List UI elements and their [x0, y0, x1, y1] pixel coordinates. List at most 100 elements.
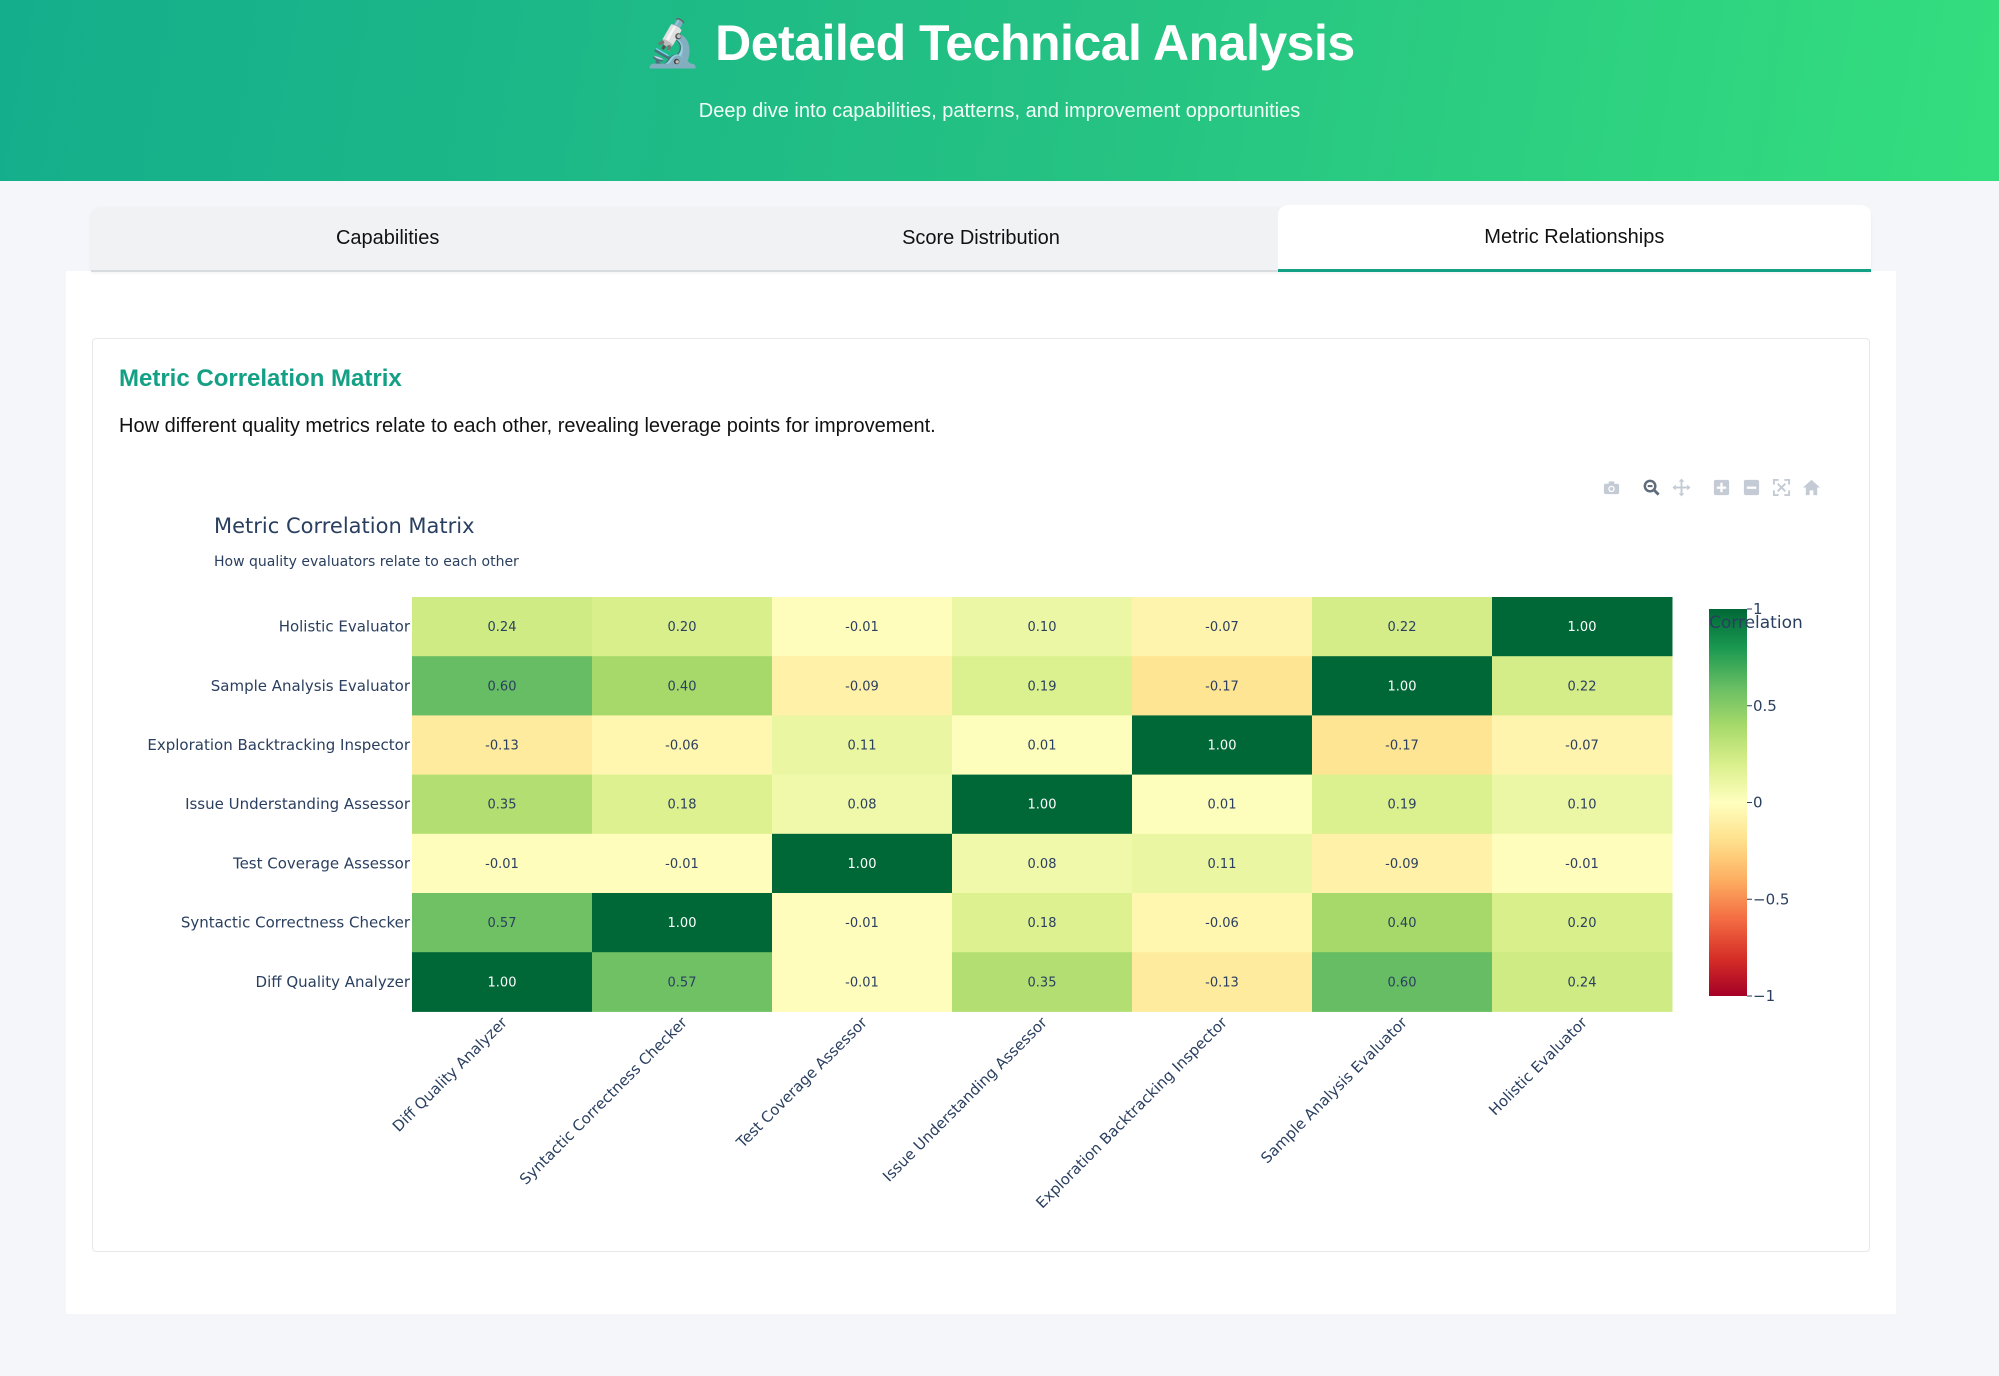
heatmap-cell[interactable]	[772, 833, 953, 894]
heatmap-cell[interactable]	[1312, 656, 1493, 716]
tab-score-distribution[interactable]: Score Distribution	[684, 207, 1278, 272]
heatmap-cell[interactable]	[412, 774, 593, 835]
heatmap-cell[interactable]	[772, 597, 953, 657]
section-description: How different quality metrics relate to …	[119, 415, 936, 437]
cell-value-label: -0.01	[845, 620, 879, 635]
x-axis-label: Syntactic Correctness Checker	[516, 1013, 691, 1188]
cell-value-label: -0.07	[1205, 620, 1239, 635]
tab-bar: Capabilities Score Distribution Metric R…	[91, 205, 1871, 272]
heatmap-cell[interactable]	[592, 715, 773, 776]
heatmap-cell[interactable]	[1492, 656, 1673, 716]
zoom-out-icon[interactable]	[1741, 477, 1762, 498]
zoom-icon[interactable]	[1641, 477, 1662, 498]
heatmap-cell[interactable]	[1132, 774, 1313, 835]
heatmap-cell[interactable]	[1132, 952, 1313, 1012]
heatmap-cell[interactable]	[592, 833, 773, 894]
cell-value-label: -0.07	[1565, 739, 1599, 754]
page-subtitle: Deep dive into capabilities, patterns, a…	[698, 100, 1301, 122]
heatmap-cell[interactable]	[1132, 893, 1313, 953]
tab-capabilities[interactable]: Capabilities	[91, 207, 685, 272]
cell-value-label: 0.19	[1028, 679, 1057, 694]
heatmap-cell[interactable]	[772, 715, 953, 776]
heatmap-cell[interactable]	[1312, 597, 1493, 657]
heatmap-cell[interactable]	[952, 774, 1133, 835]
heatmap-cell[interactable]	[592, 597, 773, 657]
cell-value-label: 0.10	[1568, 798, 1597, 813]
heatmap-cell[interactable]	[1312, 952, 1493, 1012]
heatmap-cell[interactable]	[1312, 715, 1493, 776]
heatmap-cell[interactable]	[412, 893, 593, 953]
y-axis-label: Exploration Backtracking Inspector	[147, 736, 410, 754]
heatmap-cell[interactable]	[952, 893, 1133, 953]
heatmap-cell[interactable]	[952, 656, 1133, 716]
chart-subtitle: How quality evaluators relate to each ot…	[214, 554, 519, 570]
heatmap-cell[interactable]	[592, 952, 773, 1012]
heatmap-cell[interactable]	[1492, 715, 1673, 776]
cell-value-label: 0.20	[1568, 916, 1597, 931]
page-header: 🔬 Detailed Technical Analysis Deep dive …	[0, 0, 1999, 181]
cell-value-label: 0.60	[1388, 975, 1417, 990]
heatmap-cell[interactable]	[772, 893, 953, 953]
zoom-in-icon[interactable]	[1711, 477, 1732, 498]
colorbar-tick-label: 1	[1753, 600, 1763, 618]
cell-value-label: -0.01	[1565, 857, 1599, 872]
heatmap-cell[interactable]	[592, 893, 773, 953]
camera-icon[interactable]	[1601, 477, 1622, 498]
correlation-card: Metric Correlation Matrix How different …	[92, 338, 1870, 1252]
cell-value-label: -0.17	[1385, 739, 1419, 754]
cell-value-label: 0.19	[1388, 798, 1417, 813]
cell-value-label: 0.11	[1208, 857, 1237, 872]
heatmap-cell[interactable]	[1132, 833, 1313, 894]
heatmap-cell[interactable]	[772, 774, 953, 835]
cell-value-label: 0.35	[488, 798, 517, 813]
heatmap-cell[interactable]	[952, 952, 1133, 1012]
heatmap-cell[interactable]	[1492, 893, 1673, 953]
cell-value-label: 0.01	[1028, 739, 1057, 754]
cell-value-label: 1.00	[1568, 620, 1597, 635]
x-axis-label: Sample Analysis Evaluator	[1257, 1013, 1411, 1167]
heatmap-cell[interactable]	[412, 656, 593, 716]
tab-metric-relationships[interactable]: Metric Relationships	[1277, 205, 1871, 272]
heatmap-cell[interactable]	[592, 774, 773, 835]
heatmap-cell[interactable]	[592, 656, 773, 716]
heatmap-cell[interactable]	[1132, 597, 1313, 657]
heatmap-cell[interactable]	[1492, 774, 1673, 835]
heatmap-cell[interactable]	[412, 833, 593, 894]
heatmap-cell[interactable]	[1312, 774, 1493, 835]
cell-value-label: 0.40	[1388, 916, 1417, 931]
cell-value-label: 1.00	[1208, 739, 1237, 754]
cell-value-label: -0.06	[665, 739, 699, 754]
y-axis-labels: Holistic Evaluator Sample Analysis Evalua…	[147, 618, 410, 991]
cell-value-label: -0.01	[845, 916, 879, 931]
cell-value-label: 0.24	[488, 620, 517, 635]
heatmap-cell[interactable]	[1132, 715, 1313, 776]
heatmap-cell[interactable]	[952, 597, 1133, 657]
heatmap-cell[interactable]	[412, 952, 593, 1012]
home-icon[interactable]	[1801, 477, 1822, 498]
heatmap-cell[interactable]	[1492, 833, 1673, 894]
pan-icon[interactable]	[1671, 477, 1692, 498]
cell-value-label: -0.17	[1205, 679, 1239, 694]
heatmap-cell[interactable]	[1492, 597, 1673, 657]
autoscale-icon[interactable]	[1771, 477, 1792, 498]
microscope-icon: 🔬	[644, 16, 702, 69]
heatmap-cell[interactable]	[952, 715, 1133, 776]
y-axis-label: Diff Quality Analyzer	[256, 973, 411, 991]
cell-value-label: 1.00	[1028, 798, 1057, 813]
cell-value-label: 0.11	[848, 739, 877, 754]
heatmap-cell[interactable]	[412, 715, 593, 776]
heatmap-cell[interactable]	[1312, 893, 1493, 953]
cell-value-label: -0.01	[485, 857, 519, 872]
heatmap-cell[interactable]	[1312, 833, 1493, 894]
heatmap-cell[interactable]	[952, 833, 1133, 894]
heatmap-cell[interactable]	[1132, 656, 1313, 716]
colorbar-tick-label: 0	[1753, 794, 1763, 812]
heatmap-cell[interactable]	[1492, 952, 1673, 1012]
chart-modebar	[1601, 475, 1822, 499]
heatmap-cell[interactable]	[772, 952, 953, 1012]
heatmap-cell[interactable]	[412, 597, 593, 657]
colorbar	[1709, 609, 1747, 996]
cell-value-label: 0.60	[488, 679, 517, 694]
heatmap-cell[interactable]	[772, 656, 953, 716]
x-axis-label: Exploration Backtracking Inspector	[1032, 1013, 1231, 1212]
